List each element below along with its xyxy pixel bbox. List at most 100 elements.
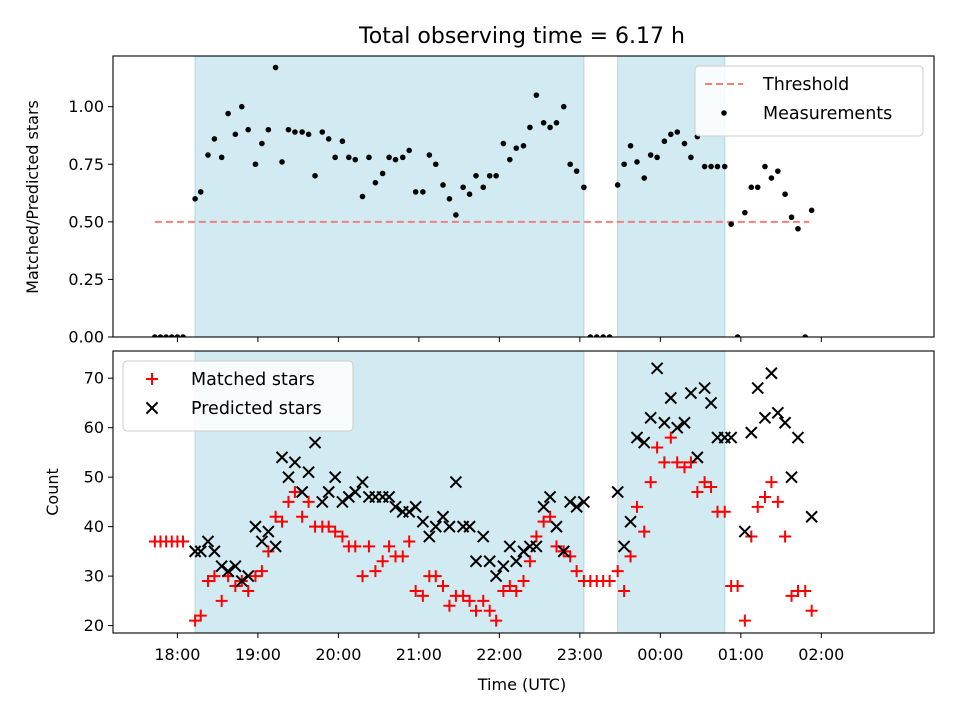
data-point [540, 119, 547, 126]
data-point [557, 545, 570, 558]
data-point [275, 451, 289, 464]
data-point [285, 126, 292, 133]
data-point [279, 159, 285, 165]
data-point [570, 500, 583, 514]
x-tick-label: 00:00 [637, 645, 683, 664]
data-point [674, 129, 681, 135]
data-point [180, 334, 186, 337]
data-point [269, 510, 282, 523]
data-point [678, 416, 691, 429]
data-point [356, 570, 369, 583]
data-point [650, 362, 664, 375]
data-point [621, 161, 627, 168]
data-point [808, 207, 815, 214]
data-point [748, 184, 755, 191]
data-point [329, 525, 342, 538]
data-point [638, 525, 651, 538]
data-point [319, 129, 326, 135]
data-point [403, 535, 416, 548]
data-point [383, 540, 396, 553]
data-point [510, 555, 523, 568]
data-point [376, 555, 389, 568]
data-point [751, 500, 764, 513]
data-point [641, 175, 648, 181]
data-point [292, 129, 298, 135]
data-point [785, 470, 798, 484]
data-point [533, 92, 540, 98]
data-point [638, 436, 651, 449]
legend: Matched stars Predicted stars [122, 360, 354, 432]
data-point [634, 159, 640, 165]
data-point [440, 182, 446, 188]
data-point [282, 495, 295, 508]
data-point [192, 196, 198, 202]
data-point [617, 540, 631, 553]
plot-frame [112, 350, 935, 634]
data-point [412, 189, 419, 195]
data-point [480, 184, 487, 191]
data-point [762, 163, 768, 170]
data-point [194, 609, 207, 622]
data-point [362, 540, 375, 553]
data-point [255, 535, 269, 548]
y-tick-label: 0.50 [68, 212, 104, 231]
data-point [600, 334, 606, 337]
data-point [754, 184, 761, 191]
data-point [805, 604, 818, 617]
data-point [215, 560, 228, 573]
data-point [624, 550, 637, 563]
data-point [242, 584, 255, 597]
data-point [671, 456, 684, 469]
data-point [255, 565, 268, 578]
data-point [775, 168, 781, 174]
ratio-panel: 0.00 0.25 0.50 0.75 1.00 Threshold Measurement… [68, 55, 935, 347]
data-point [432, 161, 439, 168]
data-point [288, 456, 302, 469]
data-point [436, 510, 450, 523]
data-point [437, 580, 450, 592]
data-point [785, 589, 798, 602]
data-point [493, 172, 499, 179]
x-tick-label: 19:00 [235, 645, 281, 664]
data-point [299, 129, 305, 135]
data-point [593, 334, 600, 337]
data-point [221, 564, 235, 578]
data-point [550, 520, 563, 533]
y-tick-label: 20 [84, 616, 104, 635]
data-point [742, 209, 748, 216]
data-point [537, 515, 550, 528]
data-point [229, 580, 242, 592]
data-point [791, 431, 805, 444]
data-point [782, 191, 788, 197]
data-point [269, 540, 282, 553]
data-point [489, 569, 503, 583]
data-point [745, 530, 758, 543]
legend-box [122, 360, 354, 432]
data-point [252, 161, 259, 168]
data-point [647, 152, 654, 158]
data-point [553, 119, 560, 126]
y-axis-label-count: Count [43, 468, 62, 516]
legend-label: Threshold [762, 75, 849, 95]
count-panel: 20 30 40 50 60 70 18:00 19:00 20:00 21:00 22:00 23:… [84, 350, 935, 664]
data-point [152, 334, 158, 337]
data-point [731, 580, 744, 592]
data-point [758, 411, 772, 424]
legend-label: Predicted stars [191, 399, 322, 419]
data-point [288, 486, 301, 498]
x-tick-label: 21:00 [396, 645, 442, 664]
data-point [654, 154, 660, 161]
data-point [587, 334, 594, 337]
data-point [547, 124, 553, 131]
data-point [238, 103, 245, 110]
legend-swatch [721, 110, 727, 116]
data-point [449, 475, 463, 489]
data-point [483, 604, 496, 617]
data-point [486, 172, 493, 179]
data-point [530, 540, 543, 553]
data-point [570, 565, 583, 578]
data-point [704, 396, 718, 410]
plot-frame [112, 55, 935, 338]
data-point [379, 170, 386, 177]
x-tick-label: 23:00 [557, 645, 603, 664]
